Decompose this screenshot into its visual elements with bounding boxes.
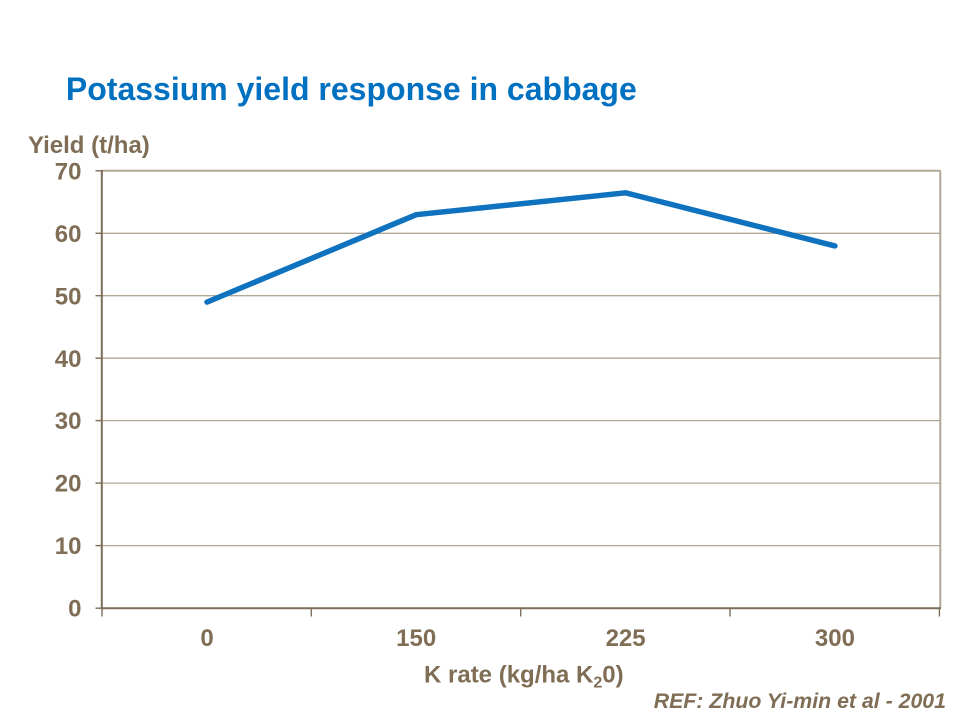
svg-text:10: 10	[55, 533, 82, 560]
svg-text:Yield (t/ha): Yield (t/ha)	[28, 132, 150, 159]
svg-text:K rate (kg/ha K20): K rate (kg/ha K20)	[424, 662, 624, 692]
svg-text:Potassium yield response in ca: Potassium yield response in cabbage	[66, 71, 637, 107]
svg-text:40: 40	[55, 346, 82, 373]
svg-text:70: 70	[55, 158, 82, 185]
svg-text:225: 225	[606, 625, 646, 652]
svg-text:150: 150	[396, 625, 436, 652]
svg-text:0: 0	[200, 625, 213, 652]
svg-text:50: 50	[55, 283, 82, 310]
svg-text:0: 0	[68, 596, 81, 623]
svg-text:30: 30	[55, 408, 82, 435]
svg-text:20: 20	[55, 471, 82, 498]
svg-text:60: 60	[55, 221, 82, 248]
svg-text:REF: Zhuo Yi-min et al - 2001: REF: Zhuo Yi-min et al - 2001	[654, 689, 946, 713]
svg-text:300: 300	[815, 625, 855, 652]
